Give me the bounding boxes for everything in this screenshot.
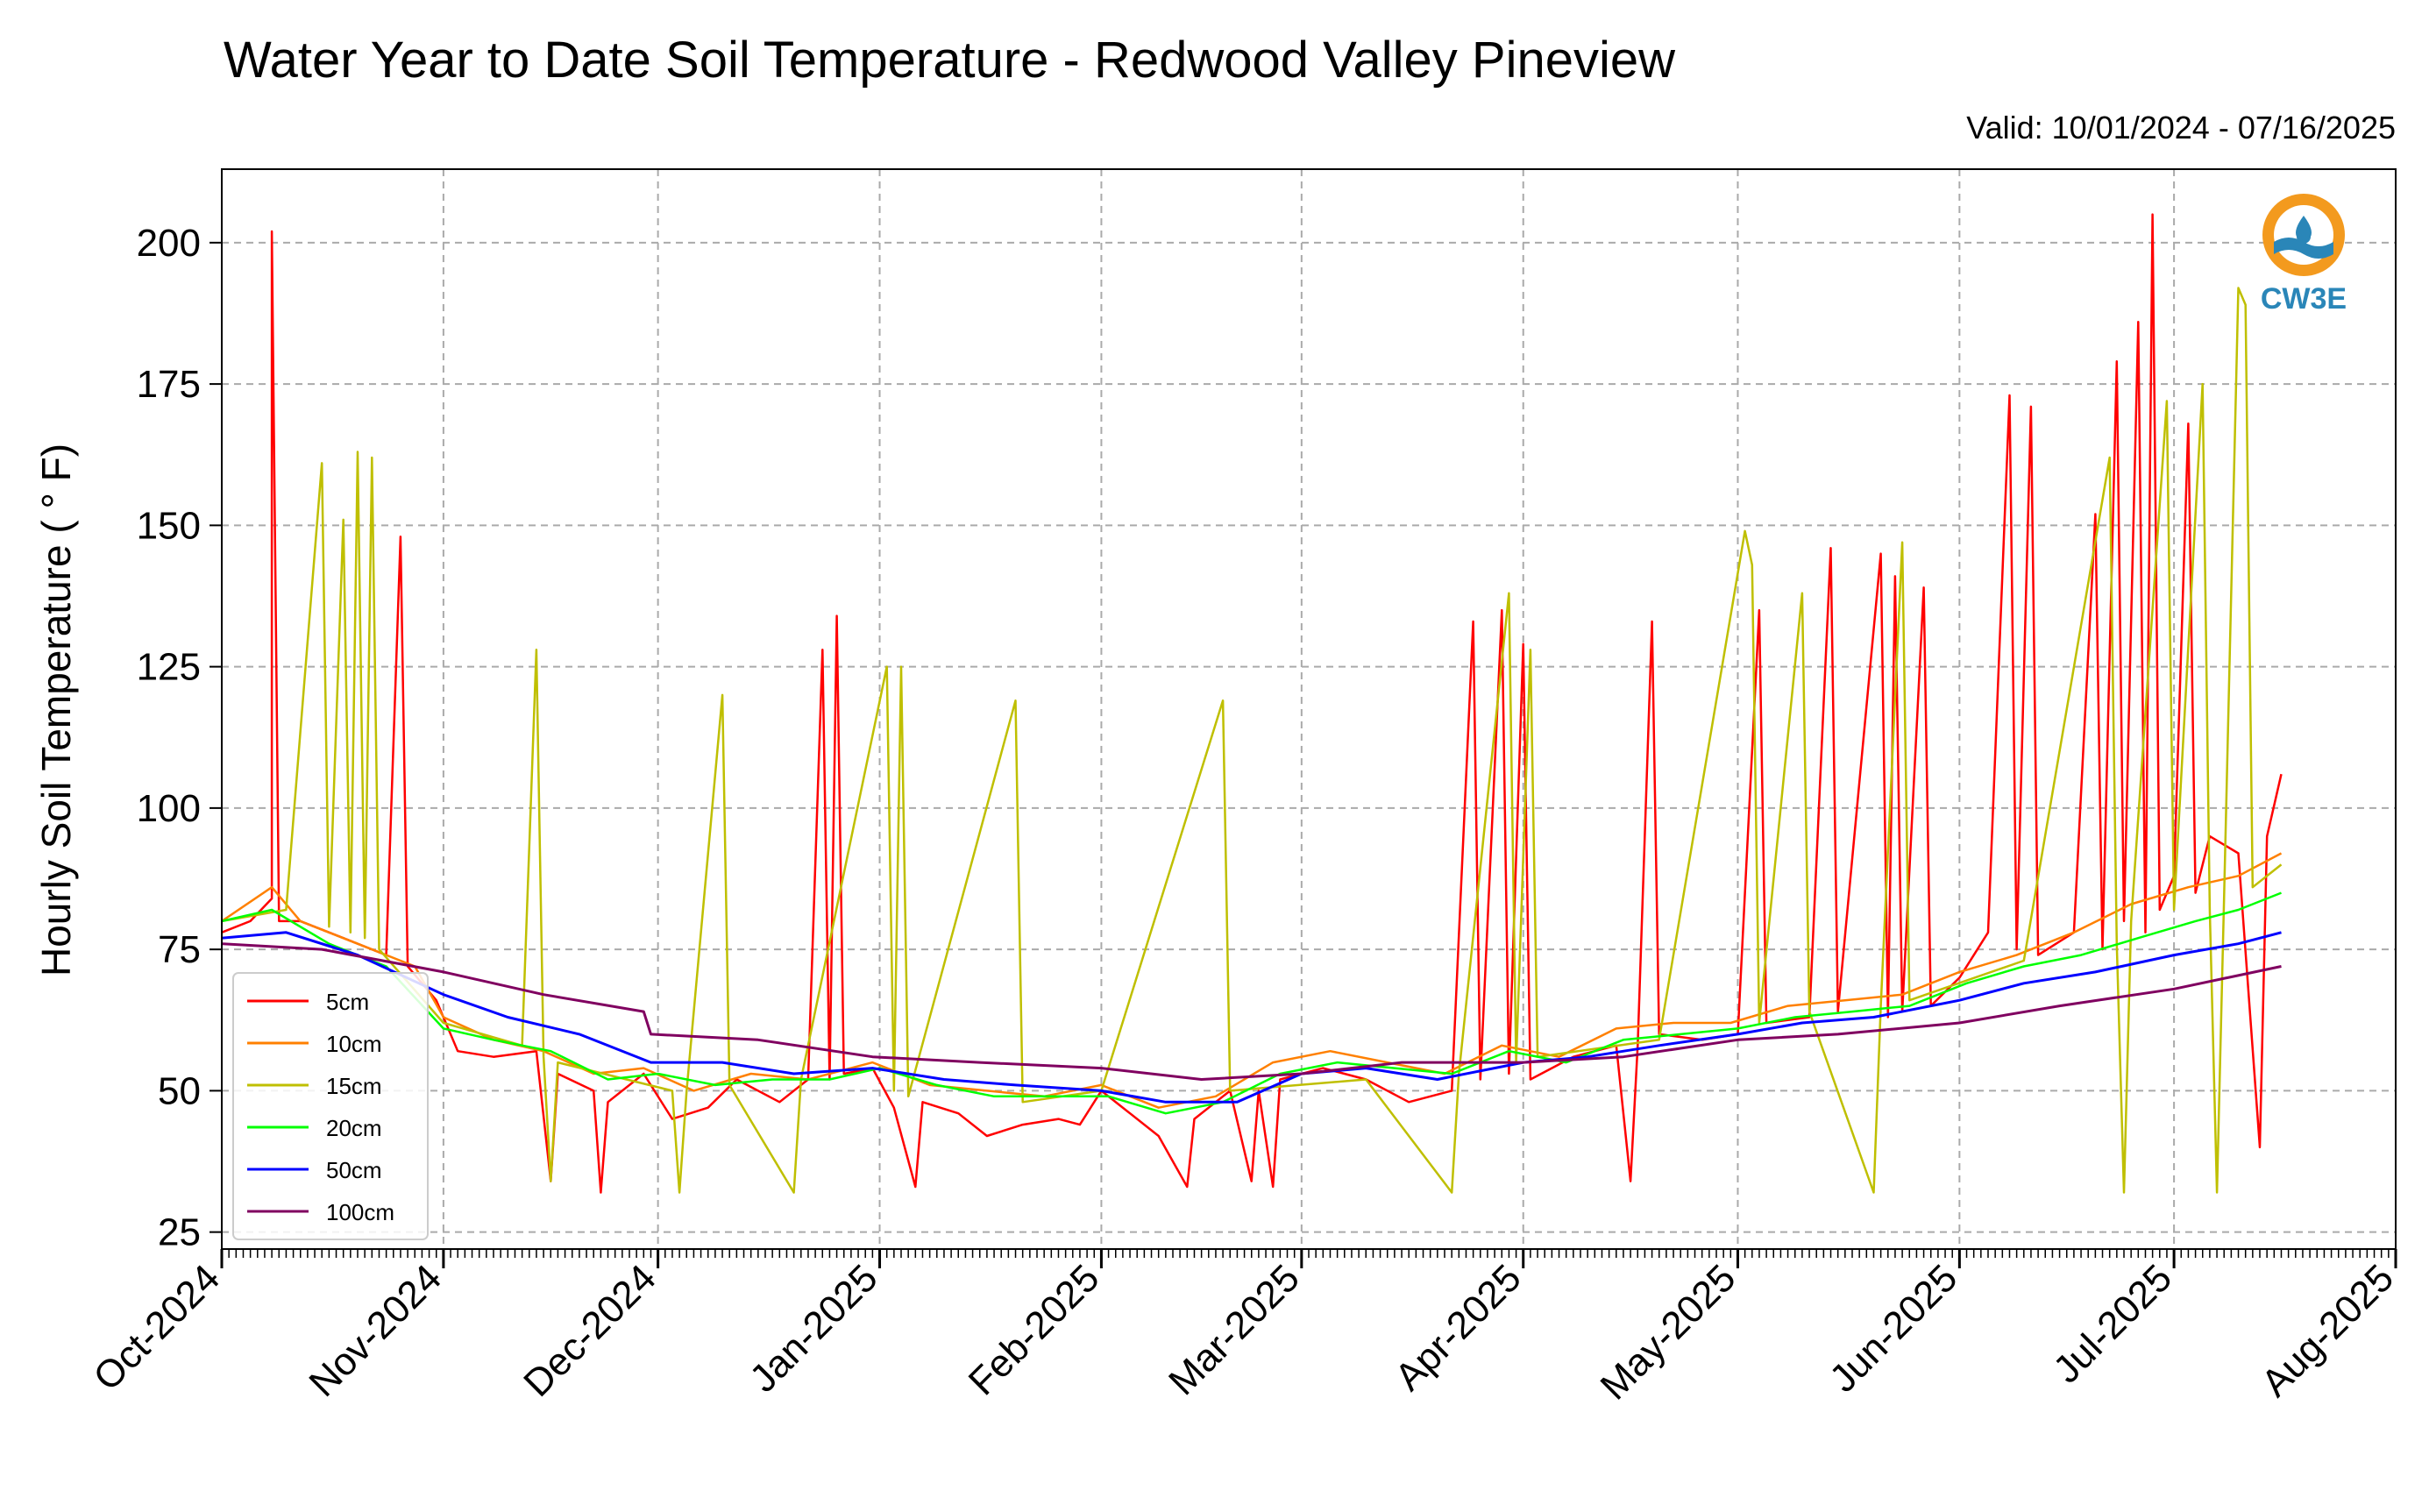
logo-drop-icon bbox=[2296, 216, 2312, 244]
plot-frame bbox=[221, 168, 2397, 1250]
y-tick-label: 75 bbox=[158, 928, 201, 971]
series-line-100cm bbox=[221, 942, 2282, 1081]
legend-label-20cm: 20cm bbox=[326, 1115, 382, 1141]
logo-text: CW3E bbox=[2261, 282, 2347, 316]
series-line-5cm bbox=[221, 213, 2283, 1194]
y-tick-label: 150 bbox=[137, 504, 201, 547]
y-axis-label: Hourly Soil Temperature ( ° F) bbox=[33, 444, 79, 976]
series-lines bbox=[221, 213, 2283, 1194]
legend-label-50cm: 50cm bbox=[326, 1157, 382, 1183]
chart-subtitle: Valid: 10/01/2024 - 07/16/2025 bbox=[1966, 110, 2396, 146]
legend-label-100cm: 100cm bbox=[326, 1199, 394, 1225]
chart-title: Water Year to Date Soil Temperature - Re… bbox=[224, 32, 1676, 89]
y-tick-label: 200 bbox=[137, 222, 201, 265]
y-tick-label: 125 bbox=[137, 646, 201, 689]
y-tick-label: 50 bbox=[158, 1069, 201, 1112]
logo-wave bbox=[2274, 238, 2333, 259]
y-tick-label: 25 bbox=[158, 1211, 201, 1254]
series-line-50cm bbox=[221, 931, 2282, 1104]
y-tick-label: 100 bbox=[137, 787, 201, 830]
legend-box bbox=[232, 972, 429, 1240]
y-tick-label: 175 bbox=[137, 363, 201, 406]
legend-label-15cm: 15cm bbox=[326, 1073, 382, 1099]
series-line-20cm bbox=[221, 891, 2282, 1115]
legend-label-5cm: 5cm bbox=[326, 989, 369, 1015]
series-line-15cm bbox=[221, 287, 2283, 1194]
cw3e-logo: CW3E bbox=[2261, 194, 2347, 316]
legend-label-10cm: 10cm bbox=[326, 1031, 382, 1057]
legend: 5cm 10cm 15cm 20cm 50cm 100cm bbox=[232, 972, 429, 1240]
